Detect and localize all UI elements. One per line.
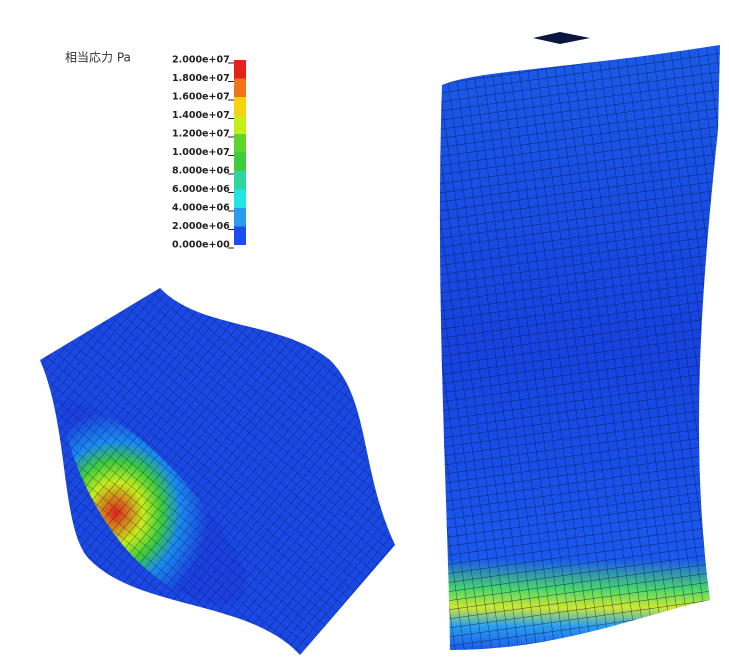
legend-label: 2.000e+06 xyxy=(172,221,230,232)
legend-label: 4.000e+06 xyxy=(172,203,230,214)
legend-label: 6.000e+06 xyxy=(172,184,230,195)
legend-label: 1.800e+07 xyxy=(172,73,230,84)
legend-band xyxy=(234,134,246,153)
legend-label: 1.000e+07 xyxy=(172,147,230,158)
legend-band xyxy=(234,208,246,227)
legend-band xyxy=(234,78,246,97)
legend-label: 1.200e+07 xyxy=(172,129,230,140)
legend-label: 0.000e+00 xyxy=(172,240,230,251)
legend-band xyxy=(234,226,246,245)
legend-label: 2.000e+07 xyxy=(172,55,230,66)
legend-band xyxy=(234,189,246,208)
legend-band xyxy=(234,97,246,116)
legend-title: 相当応力 Pa xyxy=(65,51,131,65)
color-legend: 2.000e+07 1.800e+07 1.600e+07 1.400e+07 1.20… xyxy=(172,55,246,251)
legend-label: 1.400e+07 xyxy=(172,110,230,121)
legend-band xyxy=(234,60,246,79)
right-model xyxy=(439,32,720,650)
legend-label: 1.600e+07 xyxy=(172,92,230,103)
legend-band xyxy=(234,152,246,171)
left-model xyxy=(40,288,395,655)
legend-band xyxy=(234,171,246,190)
legend-label: 8.000e+06 xyxy=(172,166,230,177)
legend-band xyxy=(234,115,246,134)
